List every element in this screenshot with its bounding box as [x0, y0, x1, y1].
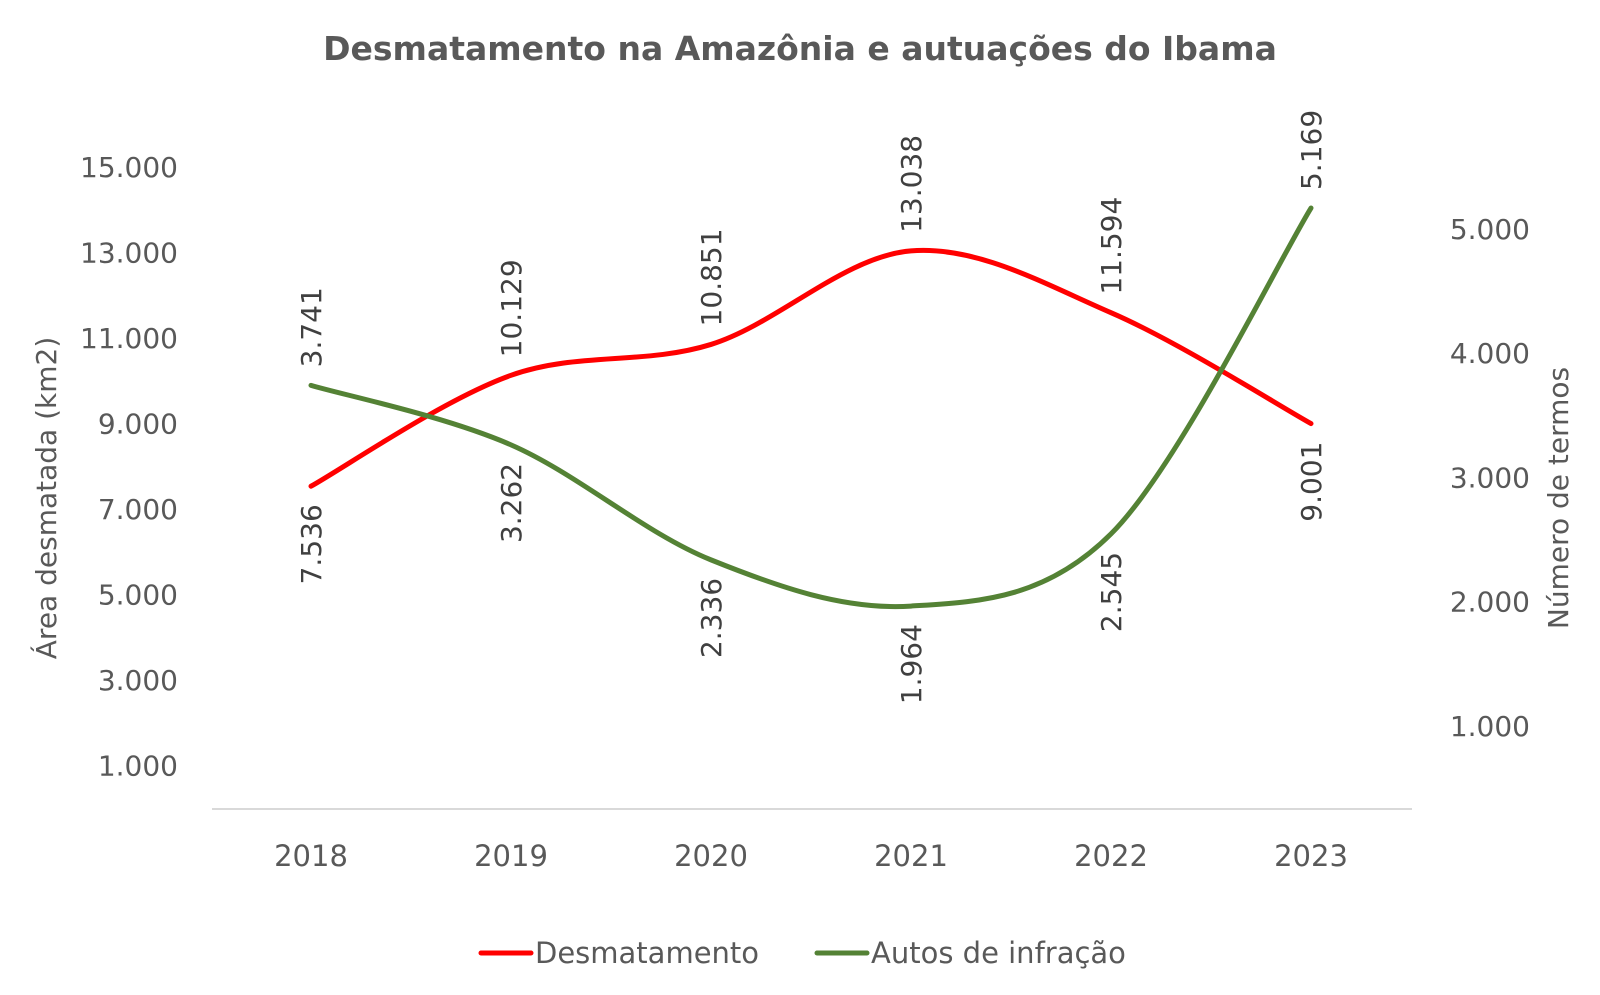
x-tick-label: 2019 [474, 839, 548, 873]
legend-label-desmatamento: Desmatamento [535, 936, 759, 970]
data-label-autos-de-infracao: 5.169 [1295, 110, 1328, 190]
data-label-autos-de-infracao: 2.336 [695, 578, 728, 658]
data-label-autos-de-infracao: 3.741 [295, 287, 328, 367]
data-label-desmatamento: 9.001 [1295, 442, 1328, 522]
chart-title: Desmatamento na Amazônia e autuações do … [323, 29, 1277, 68]
y-tick-label-left: 5.000 [98, 579, 178, 612]
legend-item-desmatamento[interactable]: Desmatamento [478, 936, 759, 970]
series-line-autos-de-infracao [308, 205, 1314, 610]
y-axis-left: 1.000 3.000 5.000 7.000 9.000 11.000 13.000 15.… [80, 151, 178, 783]
y-tick-label-right: 1.000 [1450, 710, 1530, 743]
x-tick-label: 2022 [1074, 839, 1148, 873]
y-tick-label-left: 9.000 [98, 408, 178, 441]
data-label-autos-de-infracao: 2.545 [1095, 552, 1128, 632]
data-label-autos-de-infracao: 3.262 [495, 463, 528, 543]
legend-item-autos-de-infracao[interactable]: Autos de infração [814, 936, 1126, 970]
x-tick-label: 2021 [874, 839, 948, 873]
data-label-autos-de-infracao: 1.964 [895, 624, 928, 704]
data-label-desmatamento: 13.038 [895, 135, 928, 233]
y-axis-title-right: Número de termos [1542, 367, 1575, 629]
data-label-desmatamento: 10.129 [495, 259, 528, 357]
y-tick-label-left: 15.000 [80, 151, 178, 184]
data-labels: 7.536 10.129 10.851 13.038 11.594 9.001 3.741 3… [295, 110, 1328, 704]
y-tick-label-left: 3.000 [98, 664, 178, 697]
y-tick-label-left: 1.000 [98, 750, 178, 783]
y-axis-right: 1.000 2.000 3.000 4.000 5.000 [1450, 213, 1530, 743]
y-tick-label-right: 5.000 [1450, 213, 1530, 246]
y-tick-label-left: 11.000 [80, 322, 178, 355]
series-line-desmatamento [308, 247, 1314, 489]
y-tick-label-left: 13.000 [80, 237, 178, 270]
y-tick-label-left: 7.000 [98, 493, 178, 526]
x-tick-label: 2020 [674, 839, 748, 873]
plot-area [308, 205, 1314, 610]
legend-label-autos-de-infracao: Autos de infração [871, 936, 1126, 970]
x-tick-label: 2023 [1274, 839, 1348, 873]
x-tick-label: 2018 [274, 839, 348, 873]
data-label-desmatamento: 10.851 [695, 228, 728, 326]
y-axis-title-left: Área desmatada (km2) [29, 337, 63, 659]
y-tick-label-right: 4.000 [1450, 337, 1530, 370]
y-tick-label-right: 2.000 [1450, 586, 1530, 619]
data-label-desmatamento: 11.594 [1095, 197, 1128, 295]
data-label-desmatamento: 7.536 [295, 504, 328, 584]
x-axis: 2018 2019 2020 2021 2022 2023 [274, 839, 1348, 873]
y-tick-label-right: 3.000 [1450, 461, 1530, 494]
legend: Desmatamento Autos de infração [478, 936, 1126, 970]
